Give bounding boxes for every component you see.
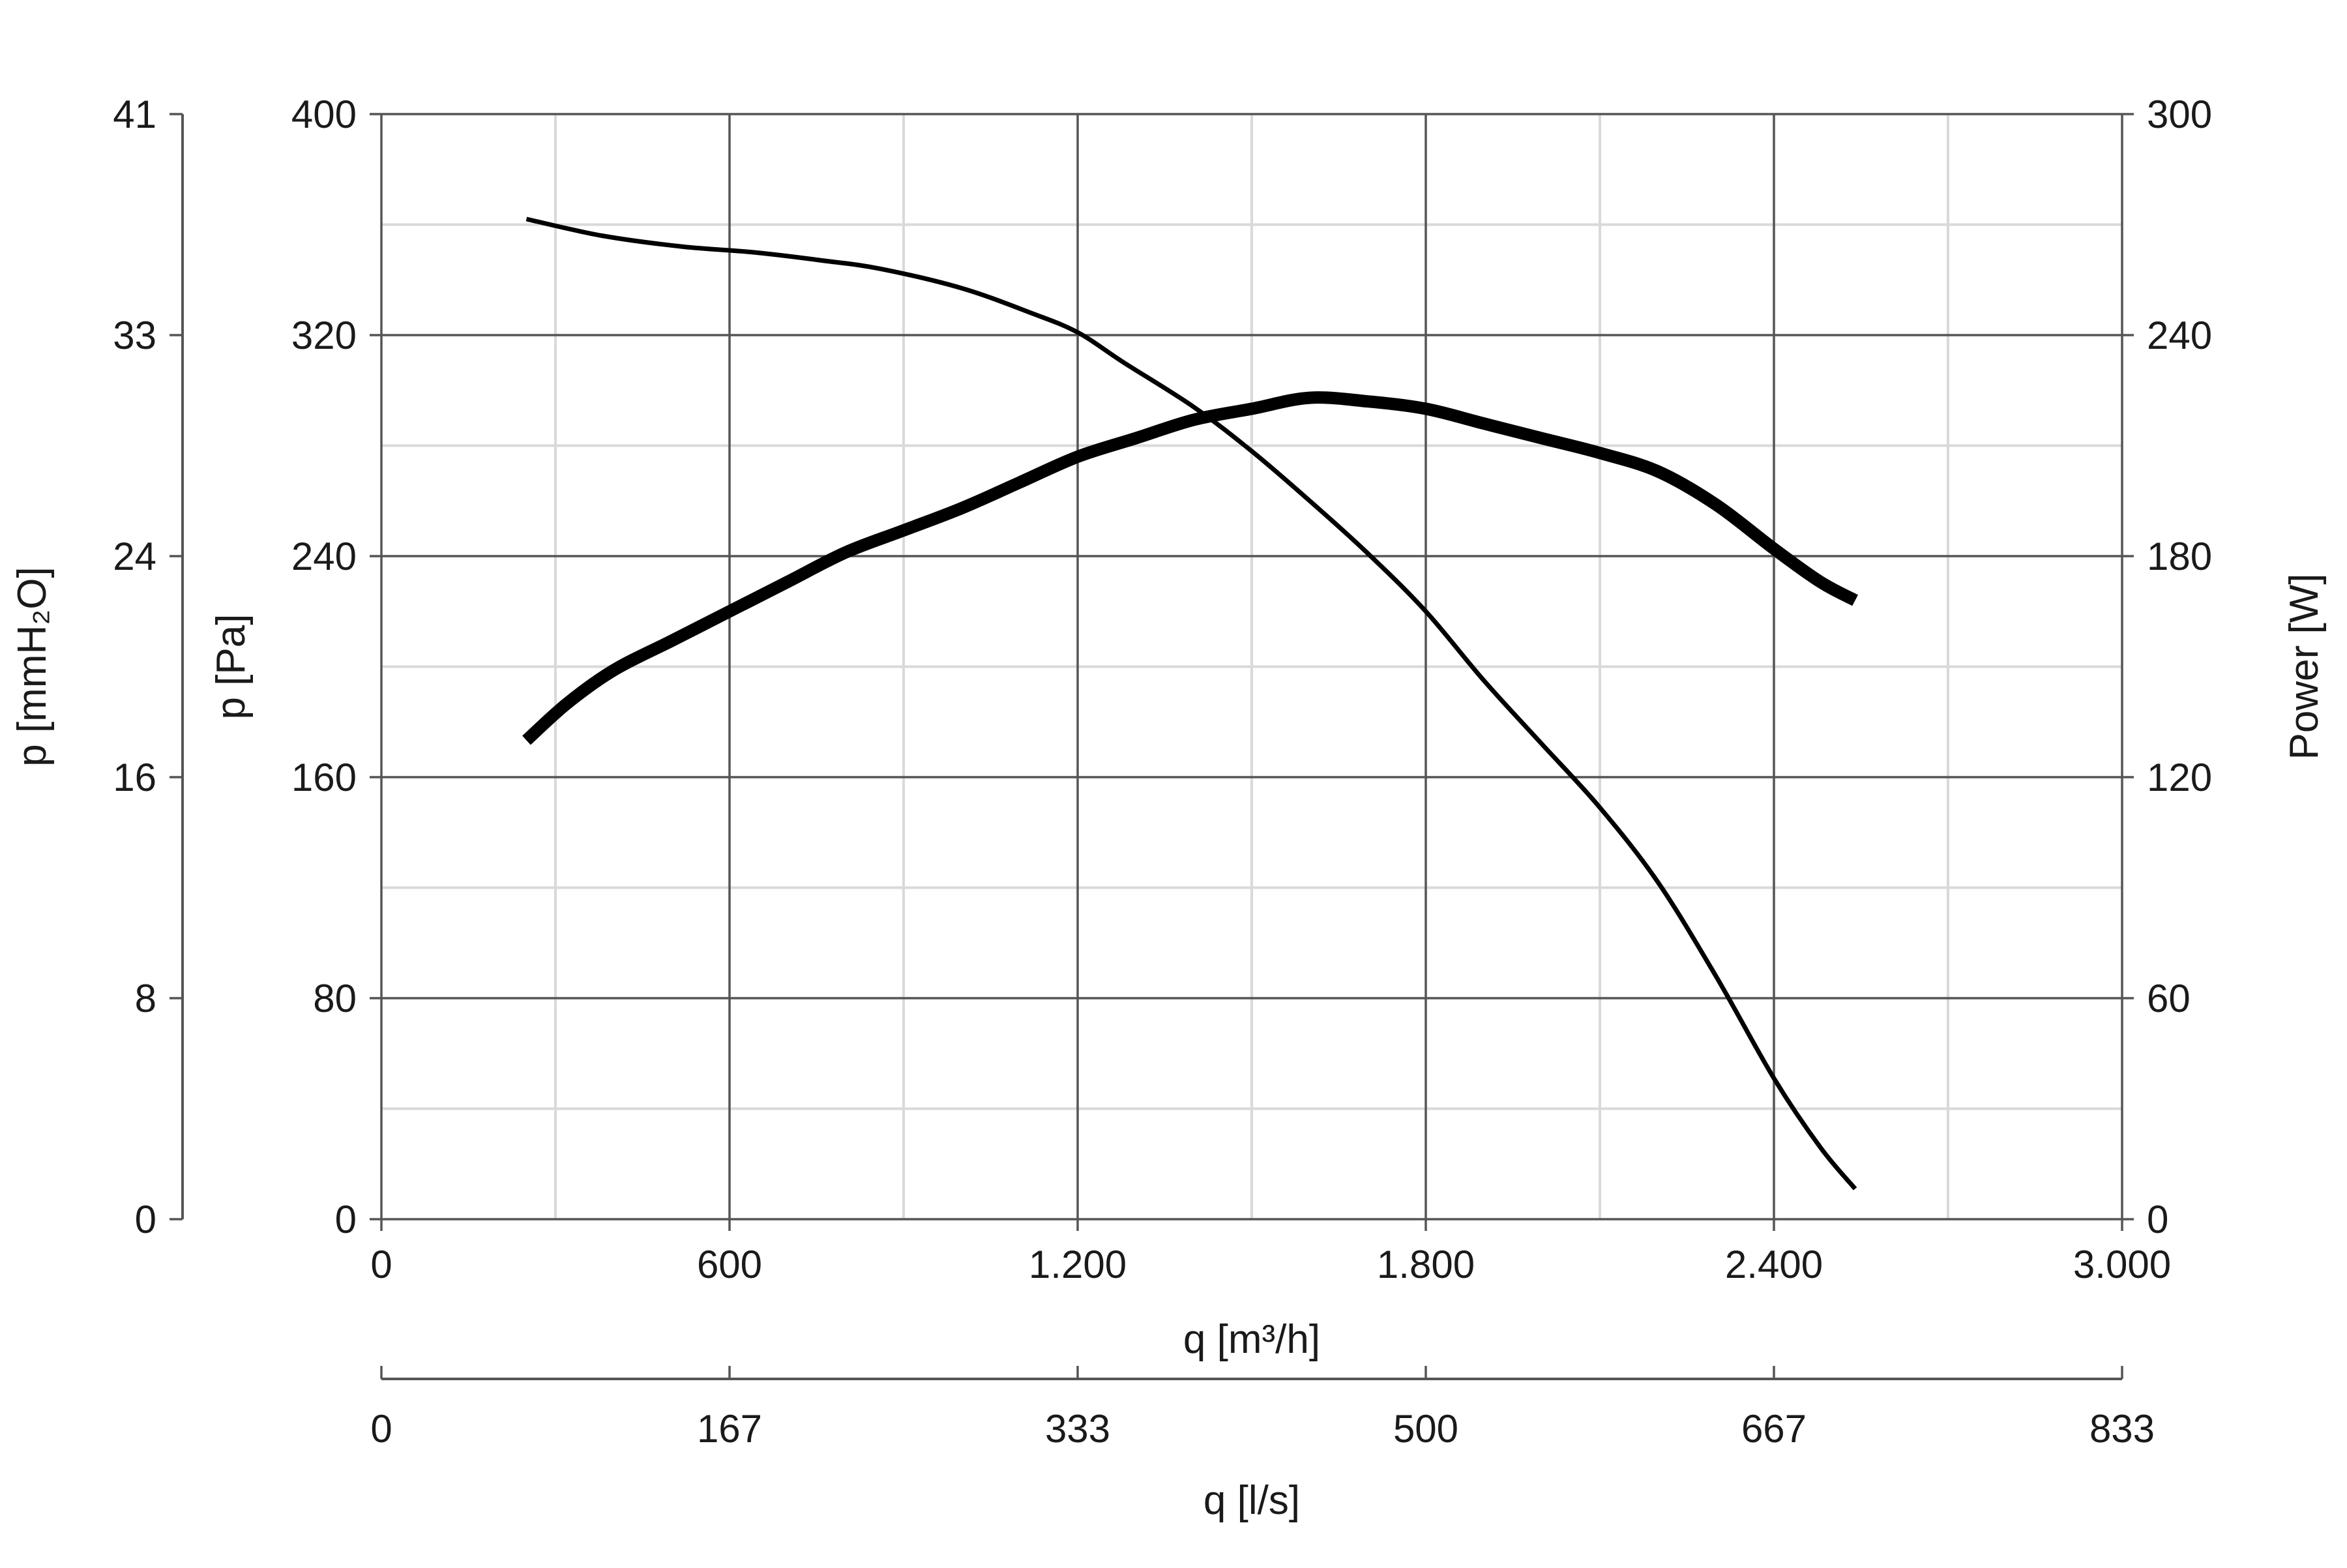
x2-tick-label: 167 [697, 1407, 762, 1451]
y3-tick-label: 120 [2147, 756, 2212, 799]
y3-tick-label: 180 [2147, 535, 2212, 578]
x2-tick-label: 0 [370, 1407, 392, 1451]
y2-tick-label: 24 [113, 535, 156, 578]
y2-tick-label: 41 [113, 93, 156, 136]
grid [380, 113, 2123, 1220]
x2-tick-label: 500 [1393, 1407, 1458, 1451]
axes [170, 113, 2134, 1380]
y3-tick-label: 300 [2147, 93, 2212, 136]
x-tick-label: 3.000 [2073, 1243, 2171, 1286]
x-tick-label: 600 [697, 1243, 762, 1286]
x-tick-label: 1.800 [1377, 1243, 1475, 1286]
y-tick-label: 400 [291, 93, 357, 136]
x2-tick-label: 667 [1741, 1407, 1807, 1451]
y-tick-label: 320 [291, 314, 357, 357]
x-tick-label: 1.200 [1029, 1243, 1127, 1286]
x2-tick-label: 833 [2089, 1407, 2155, 1451]
x2-axis-title: q [l/s] [1203, 1478, 1300, 1523]
y2-tick-label: 8 [135, 977, 156, 1020]
y3-tick-label: 240 [2147, 314, 2212, 357]
y-tick-label: 80 [313, 977, 357, 1020]
y3-axis-title: Power [W] [2282, 574, 2327, 760]
y-tick-label: 160 [291, 756, 357, 799]
pressure-curve [525, 216, 1857, 1191]
y2-tick-label: 0 [135, 1198, 156, 1241]
y-tick-label: 240 [291, 535, 357, 578]
y2-tick-label: 33 [113, 314, 156, 357]
series-layer [522, 216, 1859, 1191]
x-axis-title: q [m³/h] [1183, 1317, 1320, 1362]
y-axis-title: p [Pa] [209, 614, 254, 720]
y3-tick-label: 60 [2147, 977, 2191, 1020]
power-curve [522, 391, 1859, 745]
x-tick-label: 0 [370, 1243, 392, 1286]
y3-tick-label: 0 [2147, 1198, 2168, 1241]
x-tick-label: 2.400 [1725, 1243, 1823, 1286]
x2-tick-label: 333 [1045, 1407, 1110, 1451]
y2-tick-label: 16 [113, 756, 156, 799]
y2-axis-title: p [mmH₂O] [10, 567, 55, 767]
y-tick-label: 0 [335, 1198, 357, 1241]
